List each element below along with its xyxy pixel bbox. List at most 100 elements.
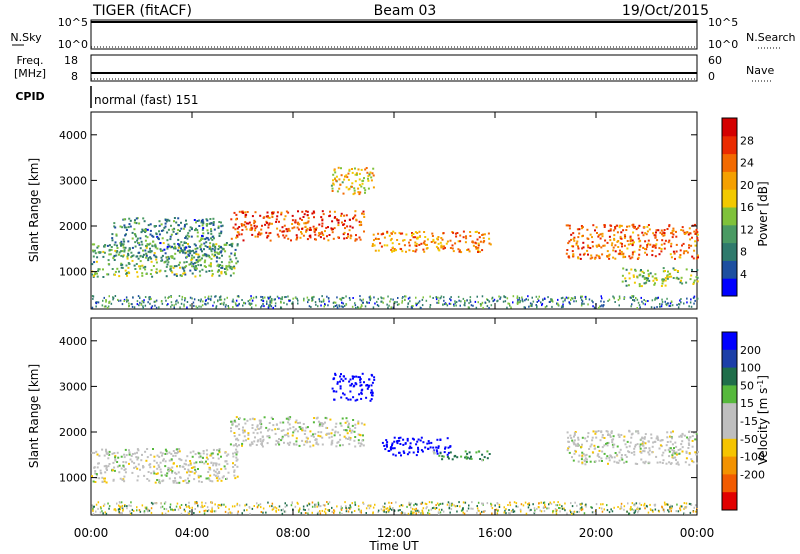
echo-cell (610, 224, 613, 227)
echo-cell (624, 454, 627, 456)
echo-cell (355, 383, 358, 386)
echo-cell (408, 244, 411, 247)
echo-cell (241, 229, 244, 231)
echo-cell (681, 226, 684, 229)
echo-cell (328, 436, 331, 439)
echo-cell (139, 267, 142, 270)
echo-cell (591, 245, 594, 248)
echo-cell (205, 241, 208, 244)
echo-cell (275, 218, 278, 221)
echo-cell (195, 253, 198, 256)
echo-cell (106, 306, 109, 309)
echo-cell (251, 424, 254, 427)
echo-cell (108, 244, 111, 247)
echo-cell (555, 512, 558, 515)
echo-cell (451, 247, 454, 250)
echo-cell (425, 507, 427, 510)
echo-cell (350, 431, 353, 434)
velocity-colorbar-segment (722, 403, 737, 422)
echo-cell (440, 295, 443, 298)
echo-cell (674, 456, 677, 459)
echo-cell (93, 505, 95, 508)
echo-cell (162, 458, 165, 461)
echo-cell (163, 502, 166, 505)
echo-cell (608, 298, 611, 301)
echo-cell (497, 502, 499, 505)
echo-cell (509, 512, 511, 515)
echo-cell (565, 252, 568, 255)
echo-cell (221, 254, 223, 257)
echo-cell (186, 250, 189, 253)
echo-cell (112, 298, 114, 301)
echo-cell (692, 461, 695, 464)
echo-cell (297, 210, 299, 213)
echo-cell (249, 443, 251, 446)
echo-cell (131, 259, 134, 262)
echo-cell (442, 245, 445, 248)
echo-cell (666, 441, 669, 443)
echo-cell (540, 501, 542, 504)
echo-cell (200, 221, 203, 224)
echo-cell (247, 432, 250, 435)
echo-cell (92, 507, 94, 510)
echo-cell (377, 232, 380, 235)
echo-cell (599, 233, 602, 236)
echo-cell (116, 451, 119, 454)
echo-cell (105, 305, 107, 308)
echo-cell (675, 277, 678, 280)
echo-cell (466, 510, 468, 512)
echo-cell (304, 225, 307, 228)
echo-cell (615, 453, 618, 456)
echo-cell (612, 446, 615, 449)
echo-cell (344, 429, 347, 432)
echo-cell (175, 303, 177, 306)
echo-cell (529, 304, 532, 307)
echo-cell (312, 435, 315, 438)
echo-cell (402, 438, 405, 441)
echo-cell (343, 237, 346, 240)
echo-cell (274, 432, 277, 435)
y-tick-label: 2000 (59, 220, 87, 233)
echo-cell (261, 224, 263, 227)
echo-cell (605, 442, 607, 445)
echo-cell (691, 268, 693, 271)
echo-cell (580, 296, 582, 299)
echo-cell (464, 302, 466, 304)
echo-cell (198, 219, 201, 222)
echo-cell (616, 445, 619, 448)
echo-cell (618, 459, 621, 462)
echo-cell (121, 250, 124, 253)
echo-cell (674, 441, 677, 444)
echo-cell (337, 236, 340, 239)
echo-cell (436, 452, 439, 455)
echo-cell (561, 505, 563, 508)
echo-cell (570, 299, 572, 301)
echo-cell (103, 245, 106, 248)
echo-cell (164, 473, 167, 476)
echo-cell (139, 265, 142, 268)
echo-cell (257, 504, 260, 507)
echo-cell (654, 255, 657, 258)
echo-cell (153, 225, 156, 227)
echo-cell (208, 256, 211, 259)
echo-cell (163, 248, 166, 251)
echo-cell (367, 504, 369, 507)
echo-cell (677, 449, 680, 451)
echo-cell (630, 238, 633, 241)
echo-cell (633, 447, 636, 450)
echo-cell (597, 306, 600, 309)
echo-cell (278, 438, 280, 440)
echo-cell (203, 261, 206, 264)
echo-cell (149, 298, 152, 301)
freq-tick-top: 18 (64, 54, 78, 67)
echo-cell (216, 270, 219, 273)
echo-cell (586, 435, 589, 438)
echo-cell (178, 261, 181, 264)
echo-cell (598, 257, 601, 260)
echo-cell (177, 217, 180, 220)
echo-cell (651, 254, 654, 257)
echo-cell (123, 453, 126, 456)
echo-cell (630, 305, 632, 308)
echo-cell (512, 508, 514, 511)
echo-cell (164, 501, 167, 504)
